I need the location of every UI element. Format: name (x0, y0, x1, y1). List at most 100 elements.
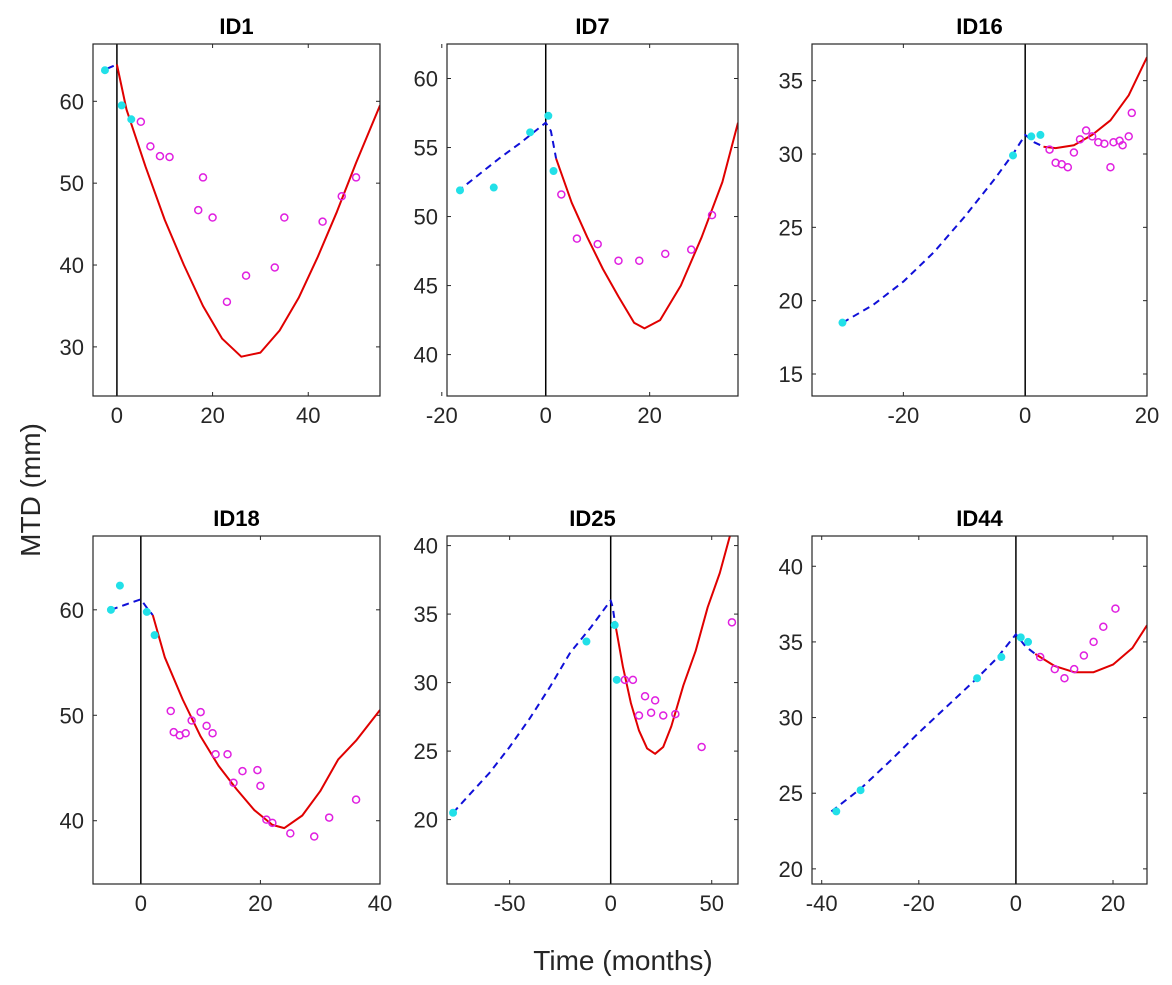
post-treatment-point (1118, 140, 1127, 150)
y-tick-label: 20 (414, 808, 438, 833)
y-tick-label: 40 (60, 809, 84, 834)
post-treatment-point (671, 709, 680, 719)
y-tick-label: 20 (779, 857, 803, 882)
panel-title: ID44 (956, 506, 1003, 531)
panel-5: ID25 -50 0 50 20 25 30 35 40 (414, 506, 739, 916)
x-tick-label: 20 (200, 403, 224, 428)
y-tick-label: 30 (779, 706, 803, 731)
post-treatment-point (286, 829, 295, 838)
post-treatment-point (241, 271, 251, 280)
pre-treatment-point (1016, 633, 1025, 642)
post-treatment-point (593, 239, 602, 249)
post-treatment-point (634, 711, 644, 720)
axes-box (446, 535, 739, 885)
pre-treatment-point (610, 621, 619, 630)
pre-treatment-fit-line (841, 133, 1044, 324)
x-tick-label: -50 (494, 891, 526, 916)
y-tick-label: 35 (414, 602, 438, 627)
pre-treatment-point (526, 128, 535, 137)
post-treatment-point (155, 151, 165, 161)
x-tick-label: -20 (426, 403, 458, 428)
pre-treatment-point (449, 808, 458, 817)
y-tick-label: 40 (779, 554, 803, 579)
post-treatment-point (1050, 664, 1060, 674)
pre-treatment-point (100, 66, 109, 75)
post-treatment-fit-line (1043, 56, 1147, 150)
pre-treatment-point (1027, 132, 1036, 141)
panel-2: ID7 -20 0 20 40 45 50 55 60 (414, 14, 739, 428)
panel-4: ID18 0 20 40 40 50 60 (60, 506, 393, 916)
y-tick-label: 50 (60, 171, 84, 196)
post-treatment-point (614, 256, 623, 265)
y-tick-label: 40 (414, 534, 438, 559)
post-treatment-point (620, 675, 630, 685)
pre-treatment-point (612, 675, 621, 684)
post-treatment-point (1089, 637, 1098, 647)
post-treatment-point (146, 142, 155, 151)
plot-area (449, 536, 737, 884)
plot-area (838, 44, 1147, 396)
post-treatment-point (557, 190, 566, 199)
post-treatment-point (1063, 162, 1073, 172)
post-treatment-point (1087, 132, 1097, 141)
post-treatment-point (646, 708, 656, 717)
panel-1: ID1 0 20 40 30 40 50 60 (60, 14, 381, 428)
post-treatment-point (211, 750, 220, 759)
plot-area (100, 44, 380, 396)
post-treatment-point (658, 711, 668, 720)
pre-treatment-point (489, 183, 498, 192)
post-treatment-point (165, 152, 174, 162)
panel-title: ID1 (219, 14, 253, 39)
x-tick-label: -40 (806, 891, 838, 916)
x-tick-label: -20 (887, 403, 919, 428)
pre-treatment-point (832, 807, 841, 816)
x-tick-label: 0 (1019, 403, 1031, 428)
y-tick-label: 30 (60, 335, 84, 360)
axes-box (92, 43, 381, 397)
pre-treatment-point (544, 111, 553, 120)
post-treatment-point (253, 765, 262, 775)
x-tick-label: 50 (699, 891, 723, 916)
x-tick-label: 0 (135, 891, 147, 916)
pre-treatment-fit-line (830, 633, 1036, 813)
y-tick-label: 60 (60, 89, 84, 114)
y-tick-label: 50 (60, 703, 84, 728)
axes-box (811, 535, 1148, 885)
y-tick-label: 35 (779, 69, 803, 94)
post-treatment-point (166, 706, 175, 716)
post-treatment-point (707, 210, 717, 220)
y-tick-label: 40 (60, 253, 84, 278)
pre-treatment-point (455, 186, 464, 195)
post-treatment-point (136, 117, 146, 127)
panel-6: ID44 -40 -20 0 20 20 25 30 35 40 (779, 506, 1148, 916)
post-treatment-point (686, 245, 696, 254)
post-treatment-point (1060, 673, 1069, 683)
y-tick-label: 30 (414, 671, 438, 696)
pre-treatment-point (997, 653, 1006, 662)
x-tick-label: -20 (903, 891, 935, 916)
panel-title: ID18 (213, 506, 259, 531)
x-tick-label: 0 (111, 403, 123, 428)
post-treatment-point (1069, 148, 1079, 157)
pre-treatment-point (106, 605, 115, 614)
x-tick-label: 0 (605, 891, 617, 916)
post-treatment-point (1035, 652, 1045, 662)
post-treatment-point (187, 716, 196, 725)
pre-treatment-point (838, 318, 847, 327)
post-treatment-point (727, 618, 737, 627)
pre-treatment-point (127, 115, 136, 124)
post-treatment-point (208, 213, 217, 222)
post-treatment-point (318, 217, 327, 226)
post-treatment-point (238, 766, 247, 776)
pre-treatment-point (856, 786, 865, 795)
pre-treatment-point (582, 637, 591, 646)
post-treatment-point (628, 675, 638, 685)
pre-treatment-point (973, 674, 982, 683)
axes-box (92, 535, 381, 885)
pre-treatment-fit-line (456, 121, 558, 193)
plot-area (830, 536, 1147, 884)
post-treatment-point (309, 832, 319, 841)
post-treatment-point (697, 742, 706, 752)
post-treatment-point (223, 750, 232, 759)
post-treatment-fit-line (151, 614, 380, 830)
